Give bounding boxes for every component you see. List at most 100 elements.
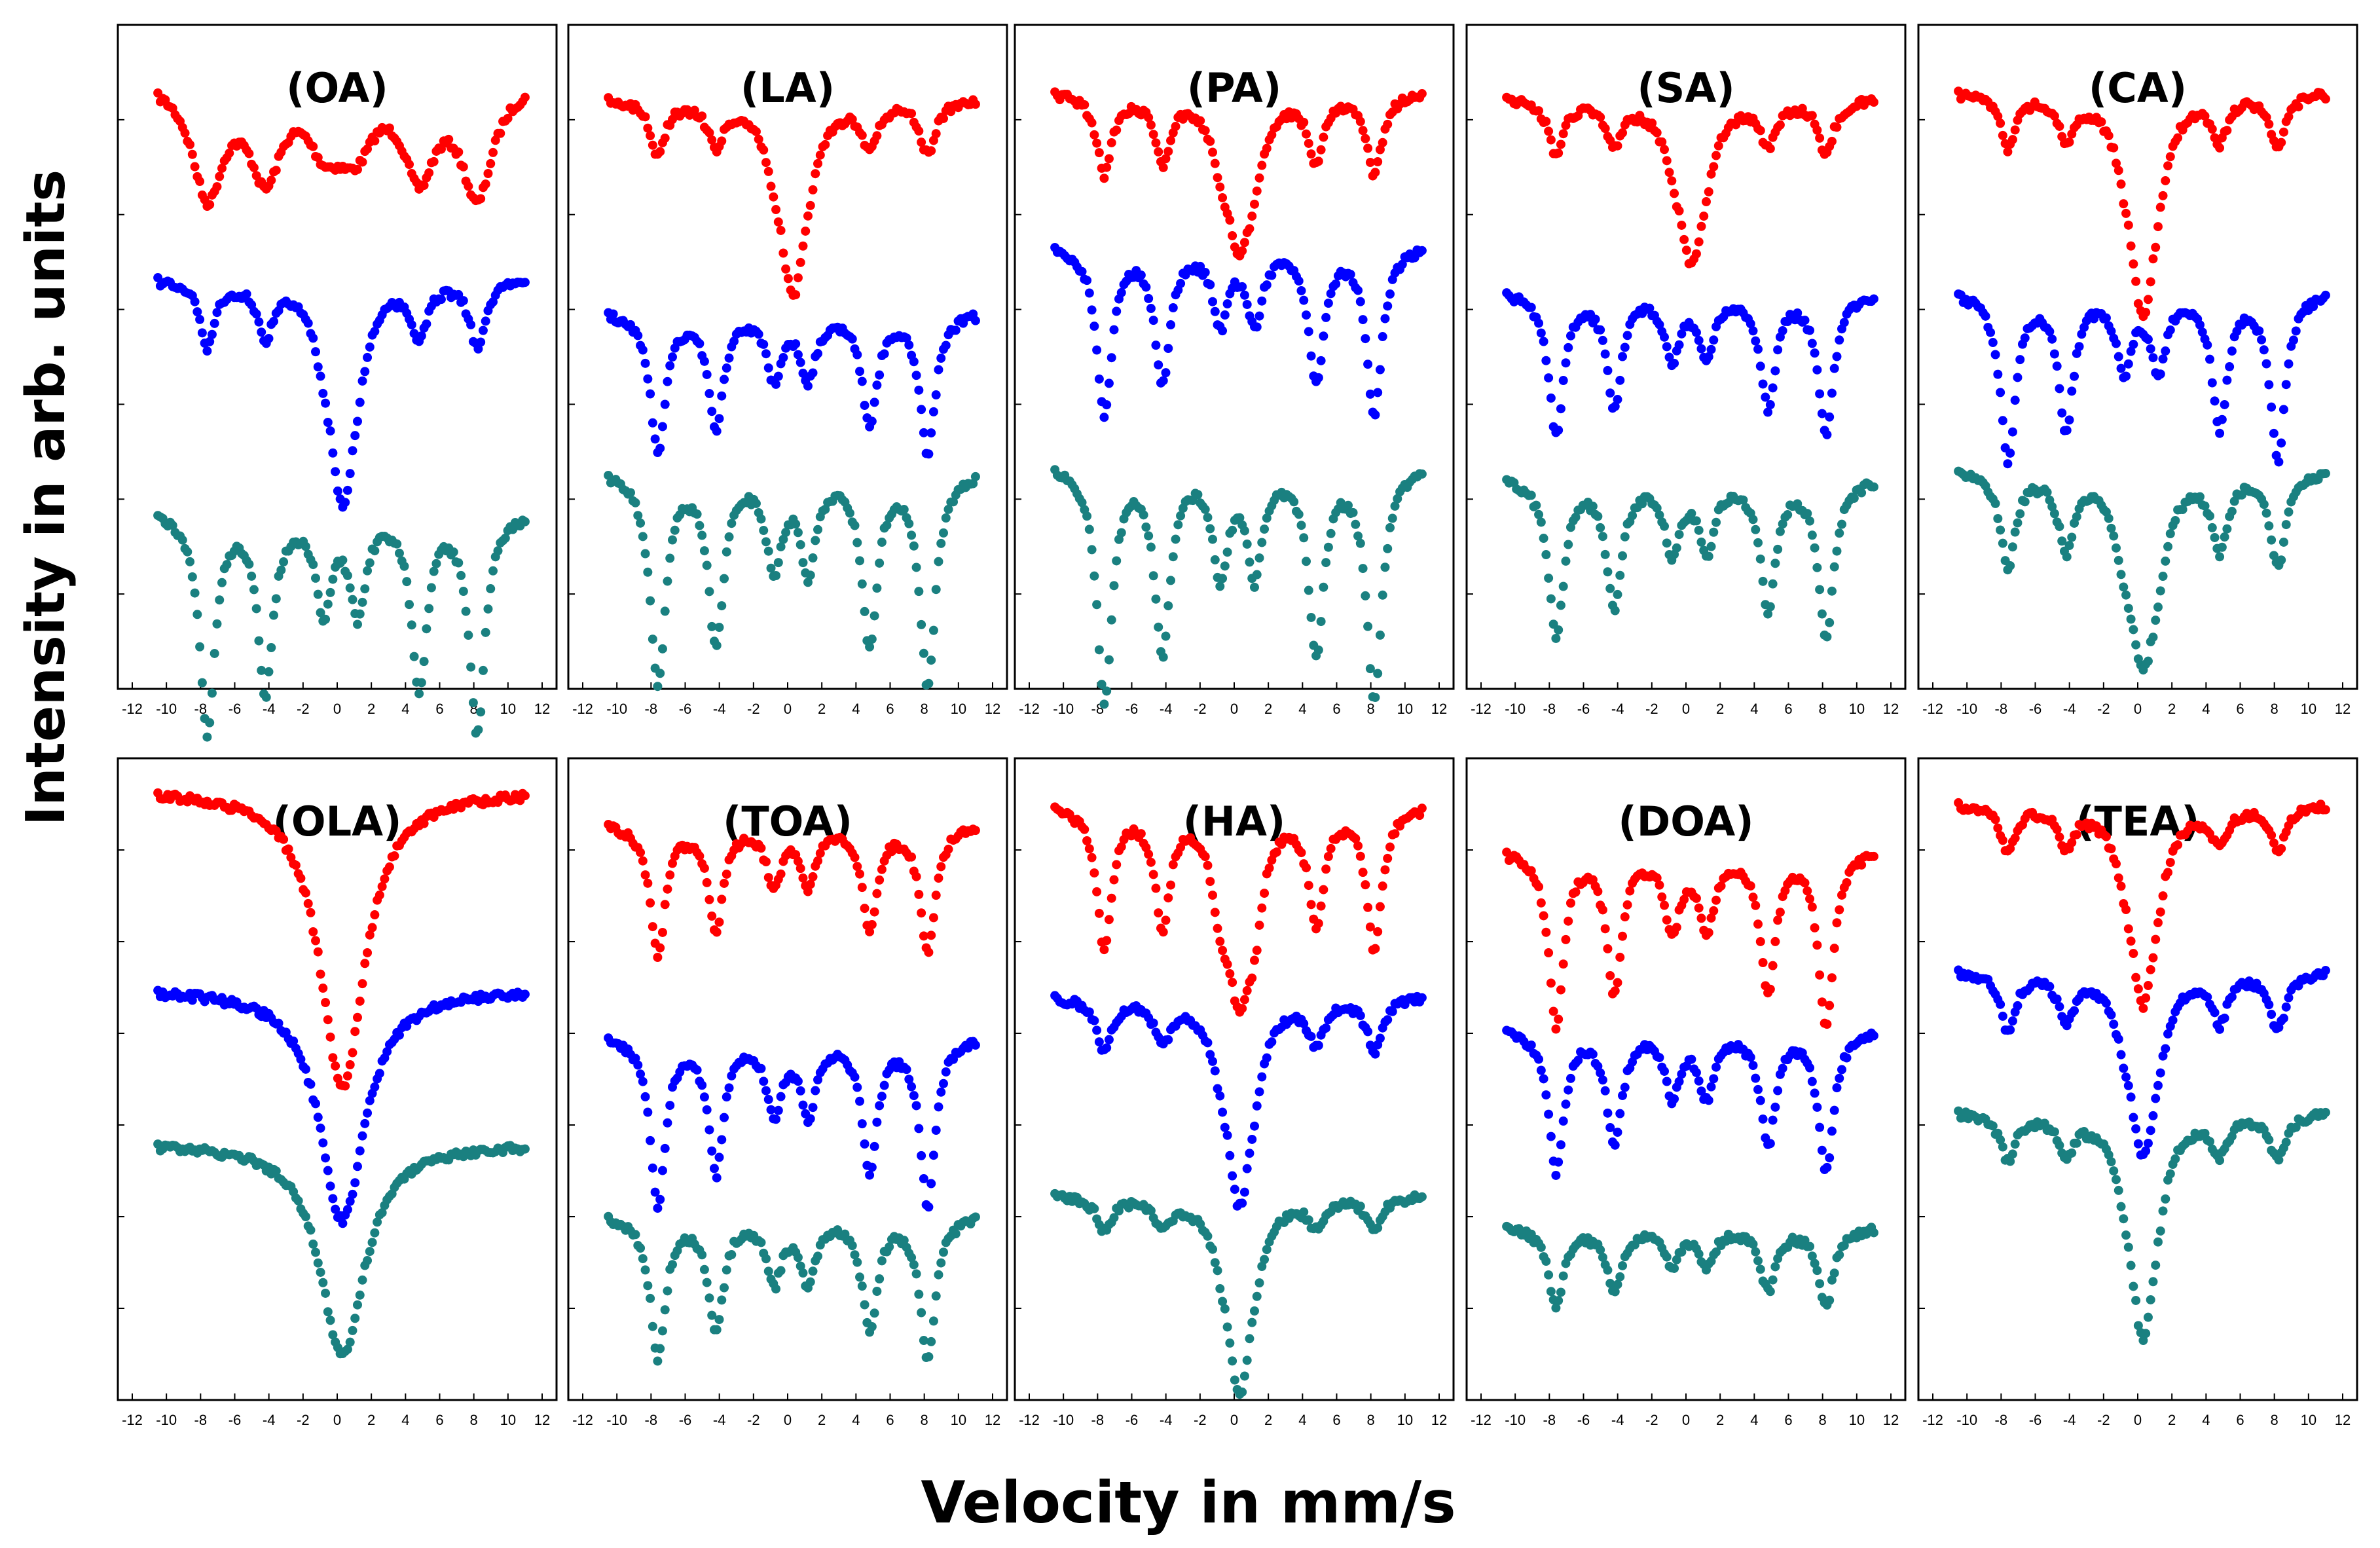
- data-point: [1245, 1334, 1254, 1344]
- data-point: [2049, 1127, 2059, 1137]
- data-point: [424, 168, 434, 177]
- data-point: [855, 367, 865, 377]
- data-point: [1556, 1287, 1565, 1297]
- data-point: [1837, 519, 1846, 529]
- data-point: [803, 211, 813, 221]
- data-point: [2096, 117, 2106, 127]
- data-point: [1691, 327, 1701, 337]
- data-point: [1321, 864, 1331, 874]
- data-point: [1541, 356, 1551, 365]
- data-point: [1825, 1001, 1835, 1010]
- data-point: [1998, 416, 2007, 426]
- data-point: [904, 340, 914, 350]
- data-point: [643, 374, 653, 384]
- data-point: [1758, 957, 1768, 967]
- data-point: [1775, 526, 1785, 536]
- data-point: [1610, 986, 1620, 996]
- data-point: [1667, 176, 1677, 186]
- data-point: [943, 844, 953, 854]
- data-point: [771, 1284, 781, 1294]
- data-point: [1832, 352, 1842, 361]
- data-point: [813, 158, 823, 168]
- series: [604, 1033, 980, 1213]
- data-point: [697, 1080, 707, 1090]
- x-tick-label: 6: [1784, 1412, 1792, 1428]
- data-point: [924, 948, 934, 957]
- data-point: [1554, 625, 1564, 635]
- data-point: [855, 869, 865, 879]
- data-point: [1670, 358, 1679, 368]
- data-point: [914, 587, 924, 597]
- data-point: [1249, 955, 1259, 965]
- x-tick-label: -12: [1471, 1412, 1492, 1428]
- data-point: [321, 998, 331, 1008]
- data-point: [355, 996, 365, 1006]
- x-tick-label: -6: [1577, 701, 1590, 717]
- data-point: [1835, 335, 1844, 345]
- data-point: [370, 910, 380, 920]
- data-point: [776, 1266, 786, 1276]
- data-point: [345, 1060, 355, 1070]
- data-point: [345, 1196, 355, 1206]
- data-point: [338, 555, 348, 565]
- data-point: [1857, 860, 1867, 870]
- data-point: [357, 1131, 367, 1141]
- data-point: [761, 349, 771, 359]
- data-point: [2170, 515, 2180, 525]
- data-point: [646, 131, 655, 141]
- data-point: [1842, 877, 1852, 887]
- data-point: [2163, 542, 2173, 551]
- data-point: [1302, 863, 1311, 873]
- data-point: [1600, 124, 1610, 134]
- data-point: [458, 296, 468, 306]
- data-point: [331, 1204, 340, 1214]
- data-point: [1249, 1306, 1259, 1316]
- data-point: [2129, 949, 2138, 959]
- data-point: [1751, 525, 1761, 534]
- data-point: [1546, 978, 1556, 988]
- x-tick-label: 8: [470, 1412, 478, 1428]
- data-point: [1539, 534, 1548, 544]
- data-point: [1618, 1261, 1628, 1270]
- data-point: [2109, 1166, 2119, 1176]
- data-point: [1551, 633, 1561, 643]
- data-point: [1089, 571, 1099, 581]
- data-point: [1373, 388, 1383, 397]
- data-point: [803, 887, 813, 896]
- data-point: [801, 226, 811, 236]
- data-point: [805, 1277, 815, 1287]
- data-point: [360, 959, 370, 968]
- data-point: [720, 574, 729, 583]
- data-point: [970, 100, 980, 109]
- data-point: [796, 257, 805, 267]
- data-point: [667, 858, 677, 868]
- x-tick-label: 12: [1431, 701, 1447, 717]
- x-tick-label: 8: [1367, 1412, 1375, 1428]
- data-point: [1144, 531, 1154, 541]
- data-point: [759, 526, 769, 536]
- x-tick-label: 12: [534, 701, 550, 717]
- data-point: [1242, 1355, 1252, 1365]
- data-point: [1144, 849, 1154, 859]
- data-point: [481, 179, 490, 189]
- data-point: [363, 1256, 373, 1266]
- data-point: [970, 471, 980, 481]
- data-point: [426, 583, 436, 593]
- data-point: [695, 851, 705, 861]
- data-point: [1225, 1338, 1235, 1348]
- data-point: [914, 1124, 924, 1133]
- data-point: [187, 572, 197, 581]
- data-point: [1761, 392, 1770, 402]
- data-point: [355, 1290, 365, 1300]
- data-point: [860, 1139, 870, 1149]
- data-point: [727, 519, 737, 528]
- data-point: [2227, 346, 2237, 356]
- data-point: [636, 1069, 646, 1079]
- data-point: [2217, 542, 2227, 552]
- data-point: [1102, 936, 1112, 946]
- data-point: [1546, 135, 1556, 145]
- data-point: [796, 1086, 805, 1096]
- data-point: [857, 883, 867, 893]
- data-point: [636, 847, 646, 857]
- x-tick-label: 0: [2134, 1412, 2142, 1428]
